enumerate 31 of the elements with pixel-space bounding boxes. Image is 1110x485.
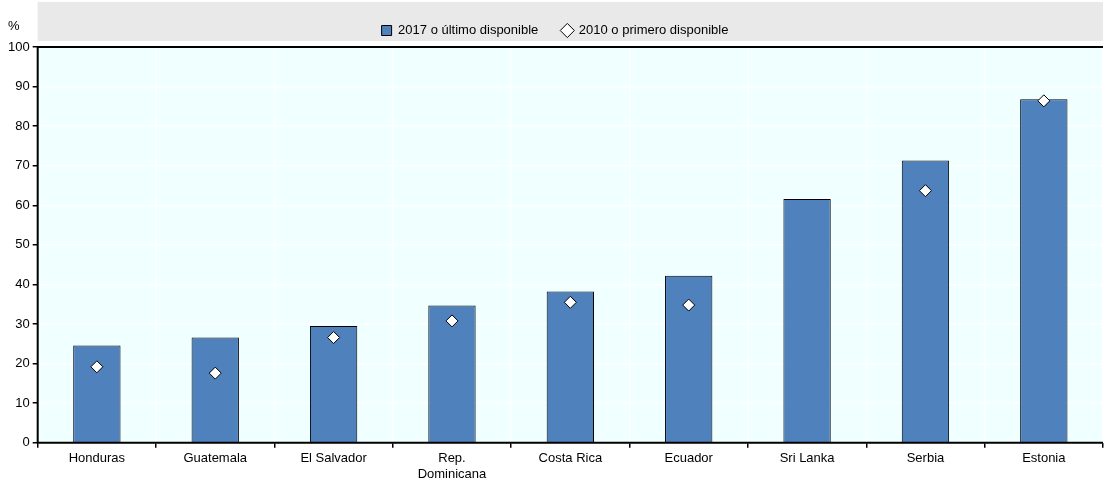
point (445, 314, 459, 328)
x-tick-label: Sri Lanka (779, 450, 836, 466)
point (918, 184, 932, 198)
legend-label: 2017 o último disponible (398, 22, 539, 38)
y-tick-label: 10 (15, 394, 30, 410)
x-tick-label: Ecuador (664, 450, 714, 466)
x-tick-label: Serbia (906, 450, 946, 466)
point (563, 295, 577, 309)
y-tick-label: 60 (15, 196, 30, 212)
point (90, 360, 104, 374)
y-tick-label: 50 (15, 236, 30, 252)
y-tick-label: 30 (15, 315, 30, 331)
y-tick-label: 100 (7, 38, 30, 54)
x-tick-label: Guatemala (183, 450, 248, 466)
x-tick-label: Costa Rica (538, 450, 603, 466)
x-tick-label: El Salvador (300, 450, 368, 466)
y-tick-label: 20 (15, 355, 30, 371)
point (208, 366, 222, 380)
y-axis-title: % (7, 18, 20, 34)
y-tick-label: 90 (15, 78, 30, 94)
y-tick-label: 80 (15, 117, 30, 133)
x-tick-label: Rep. Dominicana (417, 450, 488, 481)
y-tick-label: 0 (22, 434, 30, 450)
y-tick-label: 70 (15, 157, 30, 173)
point (682, 298, 696, 312)
x-tick-label: Estonia (1022, 450, 1067, 466)
x-tick-label: Honduras (68, 450, 126, 466)
point (327, 331, 341, 345)
y-tick-label: 40 (15, 276, 30, 292)
legend-label: 2010 o primero disponible (578, 22, 729, 38)
point (1037, 94, 1051, 108)
